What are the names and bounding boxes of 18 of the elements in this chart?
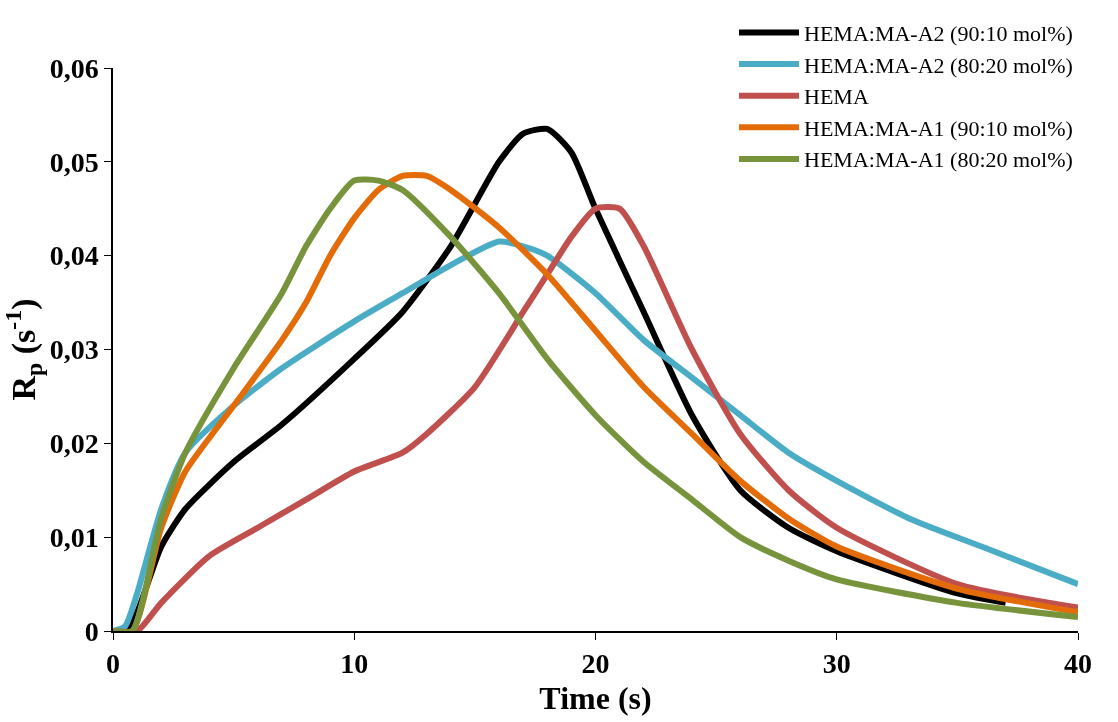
x-tick-label: 40 xyxy=(1064,648,1092,680)
y-tick-label: 0,04 xyxy=(49,240,99,272)
legend-label: HEMA:MA-A2 (90:10 mol%) xyxy=(804,21,1073,47)
legend-label: HEMA:MA-A1 (80:20 mol%) xyxy=(804,147,1073,173)
y-tick-label: 0,05 xyxy=(49,146,99,178)
legend-label: HEMA xyxy=(804,84,869,110)
y-tick-label: 0,02 xyxy=(49,428,99,460)
x-tick-label: 10 xyxy=(340,648,369,680)
x-axis-title: Time (s) xyxy=(539,679,652,716)
y-tick-label: 0,03 xyxy=(49,334,99,366)
x-tick-label: 0 xyxy=(106,648,120,680)
y-tick-label: 0,06 xyxy=(49,52,99,84)
y-tick-label: 0 xyxy=(84,615,99,647)
x-tick-label: 30 xyxy=(822,648,851,680)
x-tick-label: 20 xyxy=(581,648,610,680)
legend-label: HEMA:MA-A2 (80:20 mol%) xyxy=(804,52,1073,78)
legend-label: HEMA:MA-A1 (90:10 mol%) xyxy=(804,115,1073,141)
y-tick-label: 0,01 xyxy=(49,521,99,553)
